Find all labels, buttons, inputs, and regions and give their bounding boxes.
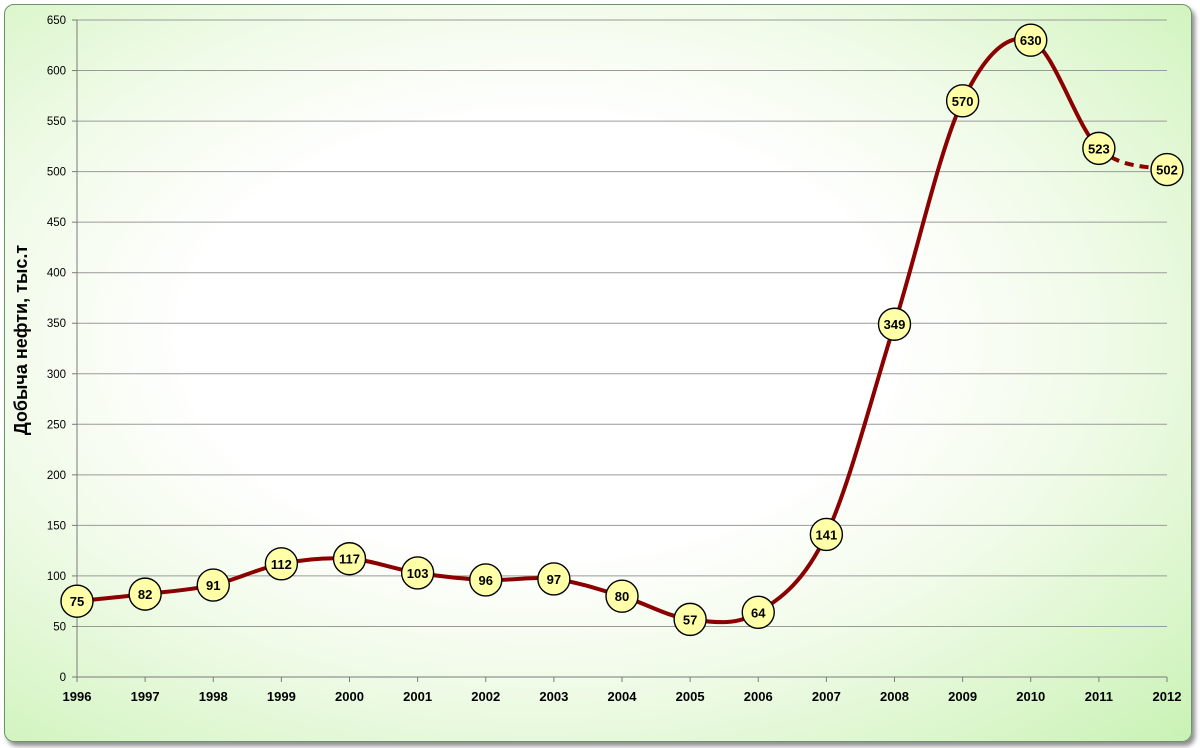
data-markers: 75 82 91 112 117 103 96 97 80 57 64 141 349 570 630 523… (60, 23, 1184, 637)
data-point-marker (469, 563, 503, 597)
x-tick-label: 1996 (63, 689, 92, 704)
data-point-marker (1082, 131, 1116, 166)
y-tick-label: 300 (47, 369, 66, 381)
y-tick-label: 600 (47, 66, 66, 78)
x-tick-labels: 1996 1997 1998 1999 2000 2001 2002 2003 2004 2005… (63, 689, 1182, 704)
axes (72, 19, 1168, 682)
x-tick-label: 2003 (539, 689, 568, 704)
data-point-marker (809, 517, 844, 552)
x-tick-label: 2000 (335, 689, 364, 704)
y-tick-label: 150 (47, 520, 66, 532)
y-tick-label: 100 (47, 571, 66, 583)
data-label: 141 (816, 527, 838, 542)
data-point-marker (196, 568, 230, 602)
y-tick-label: 550 (47, 116, 66, 128)
data-point-marker (1150, 152, 1184, 187)
y-tick-label: 200 (47, 470, 66, 482)
x-tick-label: 2010 (1016, 689, 1045, 704)
y-axis-title: Добыча нефти, тыс.т (11, 245, 31, 435)
data-label: 570 (952, 94, 974, 109)
x-tick-label: 1998 (199, 689, 228, 704)
x-tick-label: 2001 (403, 689, 432, 704)
x-tick-label: 1999 (267, 689, 296, 704)
data-point-marker (605, 579, 639, 613)
x-tick-label: 2004 (608, 689, 638, 704)
data-point-marker (264, 547, 299, 581)
y-tick-label: 500 (47, 167, 66, 179)
x-tick-label: 2002 (471, 689, 500, 704)
x-tick-label: 2009 (948, 689, 977, 704)
x-tick-label: 2007 (812, 689, 841, 704)
data-point-marker (537, 562, 571, 596)
data-label: 97 (547, 572, 561, 587)
y-tick-label: 50 (53, 621, 66, 633)
data-point-marker (1014, 23, 1048, 57)
data-label: 523 (1088, 141, 1110, 156)
data-label: 349 (884, 317, 906, 332)
y-tick-label: 450 (47, 217, 66, 229)
x-tick-label: 1997 (131, 689, 160, 704)
chart-frame (4, 4, 1192, 742)
y-tick-label: 650 (47, 15, 66, 27)
data-point-marker (945, 84, 980, 118)
data-point-marker (877, 307, 912, 341)
x-tick-label: 2012 (1153, 689, 1182, 704)
data-point-marker (60, 584, 94, 618)
data-label: 502 (1156, 163, 1178, 178)
series-line (75, 36, 1168, 625)
data-label: 103 (407, 566, 429, 581)
data-point-marker (332, 542, 367, 576)
data-label: 112 (271, 557, 292, 572)
y-tick-label: 400 (47, 268, 66, 280)
data-label: 57 (683, 612, 697, 627)
data-label: 117 (339, 552, 360, 567)
y-tick-label: 350 (47, 318, 66, 330)
x-tick-label: 2005 (676, 689, 705, 704)
x-tick-label: 2006 (744, 689, 773, 704)
data-label: 80 (615, 589, 629, 604)
x-tick-label: 2008 (880, 689, 909, 704)
data-label: 91 (206, 578, 220, 593)
y-tick-label: 250 (47, 419, 66, 431)
data-label: 96 (479, 573, 493, 588)
data-label: 64 (751, 605, 766, 620)
data-point-marker (128, 577, 162, 611)
data-point-marker (400, 556, 435, 590)
data-label: 82 (138, 587, 152, 602)
x-tick-label: 2011 (1085, 689, 1113, 704)
data-label: 630 (1020, 33, 1042, 48)
series-line-solid (75, 36, 1101, 625)
data-point-marker (741, 595, 775, 630)
gridlines (77, 19, 1167, 627)
data-label: 75 (70, 594, 84, 609)
y-tick-labels: 0 50 100 150 200 250 300 350 400 450 500 550 600 650 (47, 15, 66, 684)
y-tick-label: 0 (60, 672, 66, 684)
data-point-marker (673, 602, 707, 637)
